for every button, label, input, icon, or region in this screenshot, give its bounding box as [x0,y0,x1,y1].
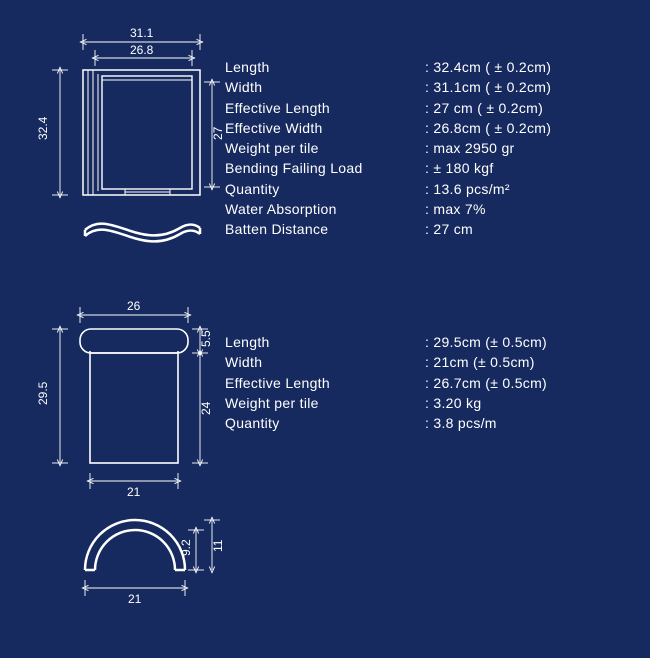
spec-label: Width [225,77,425,97]
spec-row: Effective Width: 26.8cm ( ± 0.2cm) [225,118,551,138]
spec-row: Effective Length: 26.7cm (± 0.5cm) [225,373,547,393]
spec-value: : 27 cm ( ± 0.2cm) [425,98,543,118]
spec-row: Width: 21cm (± 0.5cm) [225,352,547,372]
spec-label: Effective Length [225,98,425,118]
spec-value: : 3.20 kg [425,393,481,413]
spec-row: Width: 31.1cm ( ± 0.2cm) [225,77,551,97]
spec-value: : max 7% [425,199,486,219]
dim-32-4: 32.4 [36,116,50,140]
dim-29-5: 29.5 [36,381,50,405]
spec-label: Weight per tile [225,393,425,413]
dim-24: 24 [199,401,213,415]
spec-label: Length [225,332,425,352]
tile2-specs: Length: 29.5cm (± 0.5cm)Width: 21cm (± 0… [225,332,547,433]
spec-label: Effective Width [225,118,425,138]
dim-9-2: 9.2 [179,539,193,556]
dim-27: 27 [211,126,225,140]
spec-label: Length [225,57,425,77]
spec-row: Bending Failing Load: ± 180 kgf [225,158,551,178]
spec-label: Quantity [225,179,425,199]
spec-row: Length: 29.5cm (± 0.5cm) [225,332,547,352]
dim-26: 26 [127,299,141,313]
spec-value: : 32.4cm ( ± 0.2cm) [425,57,551,77]
spec-row: Quantity: 13.6 pcs/m² [225,179,551,199]
spec-value: : 27 cm [425,219,473,239]
spec-label: Quantity [225,413,425,433]
spec-value: : 13.6 pcs/m² [425,179,510,199]
spec-value: : 26.7cm (± 0.5cm) [425,373,547,393]
spec-value: : ± 180 kgf [425,158,494,178]
spec-value: : 26.8cm ( ± 0.2cm) [425,118,551,138]
dim-arch-21: 21 [128,592,142,606]
spec-row: Effective Length: 27 cm ( ± 0.2cm) [225,98,551,118]
spec-value: : 29.5cm (± 0.5cm) [425,332,547,352]
dim-11: 11 [211,539,225,552]
spec-label: Weight per tile [225,138,425,158]
spec-label: Water Absorption [225,199,425,219]
spec-value: : max 2950 gr [425,138,515,158]
spec-label: Batten Distance [225,219,425,239]
dim-31-1: 31.1 [130,26,154,40]
spec-label: Width [225,352,425,372]
spec-value: : 3.8 pcs/m [425,413,497,433]
spec-row: Weight per tile: 3.20 kg [225,393,547,413]
spec-row: Batten Distance: 27 cm [225,219,551,239]
dim-26-8: 26.8 [130,43,154,57]
spec-label: Bending Failing Load [225,158,425,178]
spec-row: Weight per tile: max 2950 gr [225,138,551,158]
spec-row: Quantity: 3.8 pcs/m [225,413,547,433]
dim-21: 21 [127,485,141,499]
dim-5-5: 5.5 [199,330,213,347]
tile2-diagram: 26 29.5 5.5 24 21 [30,295,240,635]
spec-value: : 31.1cm ( ± 0.2cm) [425,77,551,97]
spec-row: Length: 32.4cm ( ± 0.2cm) [225,57,551,77]
spec-value: : 21cm (± 0.5cm) [425,352,535,372]
tile1-diagram: 31.1 26.8 32.4 27 [30,20,240,250]
spec-label: Effective Length [225,373,425,393]
spec-row: Water Absorption: max 7% [225,199,551,219]
tile1-specs: Length: 32.4cm ( ± 0.2cm)Width: 31.1cm (… [225,57,551,240]
